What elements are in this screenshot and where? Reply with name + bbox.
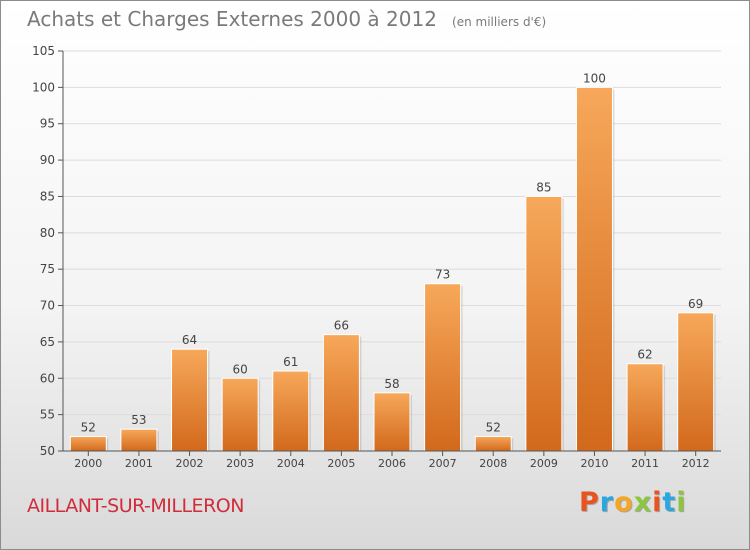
logo-letter: i xyxy=(652,487,663,518)
bar xyxy=(575,86,613,452)
logo-letter: r xyxy=(599,487,615,518)
logo-letter: t xyxy=(662,487,677,518)
chart-title: Achats et Charges Externes 2000 à 2012 xyxy=(27,7,437,31)
y-tick-label: 90 xyxy=(40,153,55,167)
logo-letter: x xyxy=(633,487,653,518)
bar xyxy=(424,283,462,452)
bar xyxy=(322,334,360,452)
bars: 52 53 64 60 61 66 58 73 52 85 100 62 69 xyxy=(69,71,716,452)
city-name: AILLANT-SUR-MILLERON xyxy=(27,495,244,517)
y-tick-label: 95 xyxy=(40,117,55,131)
bar xyxy=(69,435,107,452)
title-row: Achats et Charges Externes 2000 à 2012 (… xyxy=(27,7,546,31)
bar-value-label: 73 xyxy=(435,268,450,282)
x-tick-label: 2005 xyxy=(327,457,355,470)
bar-value-label: 52 xyxy=(81,420,96,434)
x-tick-label: 2006 xyxy=(378,457,406,470)
bar xyxy=(474,435,512,452)
bar xyxy=(677,312,715,452)
x-tick-label: 2009 xyxy=(530,457,558,470)
bar-value-label: 58 xyxy=(384,377,399,391)
bar-value-label: 60 xyxy=(233,362,248,376)
axes: 50 55 60 65 70 75 80 85 90 95 100 105 2000 2001 2002 20… xyxy=(32,44,721,470)
bar-value-label: 100 xyxy=(583,71,606,85)
x-tick-label: 2012 xyxy=(682,457,710,470)
x-tick-label: 2003 xyxy=(226,457,254,470)
bar-value-label: 62 xyxy=(637,348,652,362)
bar-value-label: 85 xyxy=(536,180,551,194)
x-tick-label: 2011 xyxy=(631,457,659,470)
x-tick-label: 2000 xyxy=(74,457,102,470)
bar xyxy=(626,363,664,452)
x-tick-label: 2004 xyxy=(277,457,305,470)
logo-letter: P xyxy=(579,487,600,518)
bar-value-label: 52 xyxy=(486,420,501,434)
logo-letter: o xyxy=(614,487,634,518)
bar xyxy=(525,195,563,452)
x-tick-label: 2001 xyxy=(125,457,153,470)
y-tick-label: 85 xyxy=(40,189,55,203)
x-tick-label: 2002 xyxy=(176,457,204,470)
bar xyxy=(373,392,411,452)
logo-letter: i xyxy=(676,487,687,518)
bar xyxy=(120,428,158,452)
y-tick-label: 80 xyxy=(40,226,55,240)
y-tick-label: 65 xyxy=(40,335,55,349)
y-tick-label: 100 xyxy=(32,80,55,94)
bar-value-label: 61 xyxy=(283,355,298,369)
x-tick-label: 2007 xyxy=(429,457,457,470)
bar-value-label: 53 xyxy=(131,413,146,427)
y-tick-label: 105 xyxy=(32,44,55,58)
bar xyxy=(221,377,259,452)
y-tick-label: 50 xyxy=(40,444,55,458)
bar-value-label: 66 xyxy=(334,319,349,333)
y-tick-label: 55 xyxy=(40,408,55,422)
chart-unit: (en milliers d'€) xyxy=(452,15,547,29)
bar xyxy=(171,348,209,452)
y-tick-label: 70 xyxy=(40,299,55,313)
bar-value-label: 69 xyxy=(688,297,703,311)
grid-lines xyxy=(63,50,721,416)
bar-value-label: 64 xyxy=(182,333,197,347)
x-tick-label: 2010 xyxy=(580,457,608,470)
x-tick-label: 2008 xyxy=(479,457,507,470)
proxiti-logo: Proxiti xyxy=(579,487,687,518)
y-tick-label: 75 xyxy=(40,262,55,276)
y-tick-label: 60 xyxy=(40,371,55,385)
bar xyxy=(272,370,310,452)
